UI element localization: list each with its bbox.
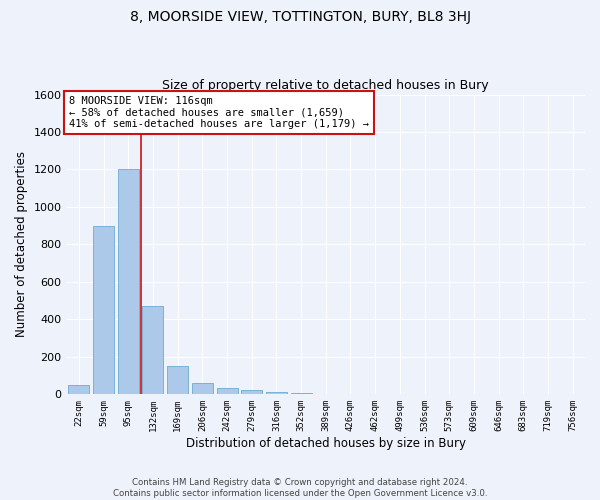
Bar — [241, 390, 262, 394]
Bar — [266, 392, 287, 394]
Text: 8, MOORSIDE VIEW, TOTTINGTON, BURY, BL8 3HJ: 8, MOORSIDE VIEW, TOTTINGTON, BURY, BL8 … — [130, 10, 470, 24]
Text: Contains HM Land Registry data © Crown copyright and database right 2024.
Contai: Contains HM Land Registry data © Crown c… — [113, 478, 487, 498]
Bar — [93, 226, 114, 394]
X-axis label: Distribution of detached houses by size in Bury: Distribution of detached houses by size … — [186, 437, 466, 450]
Title: Size of property relative to detached houses in Bury: Size of property relative to detached ho… — [163, 79, 489, 92]
Y-axis label: Number of detached properties: Number of detached properties — [15, 152, 28, 338]
Bar — [118, 170, 139, 394]
Text: 8 MOORSIDE VIEW: 116sqm
← 58% of detached houses are smaller (1,659)
41% of semi: 8 MOORSIDE VIEW: 116sqm ← 58% of detache… — [69, 96, 369, 130]
Bar — [192, 383, 213, 394]
Bar — [68, 385, 89, 394]
Bar — [142, 306, 163, 394]
Bar — [217, 388, 238, 394]
Bar — [290, 393, 311, 394]
Bar — [167, 366, 188, 394]
